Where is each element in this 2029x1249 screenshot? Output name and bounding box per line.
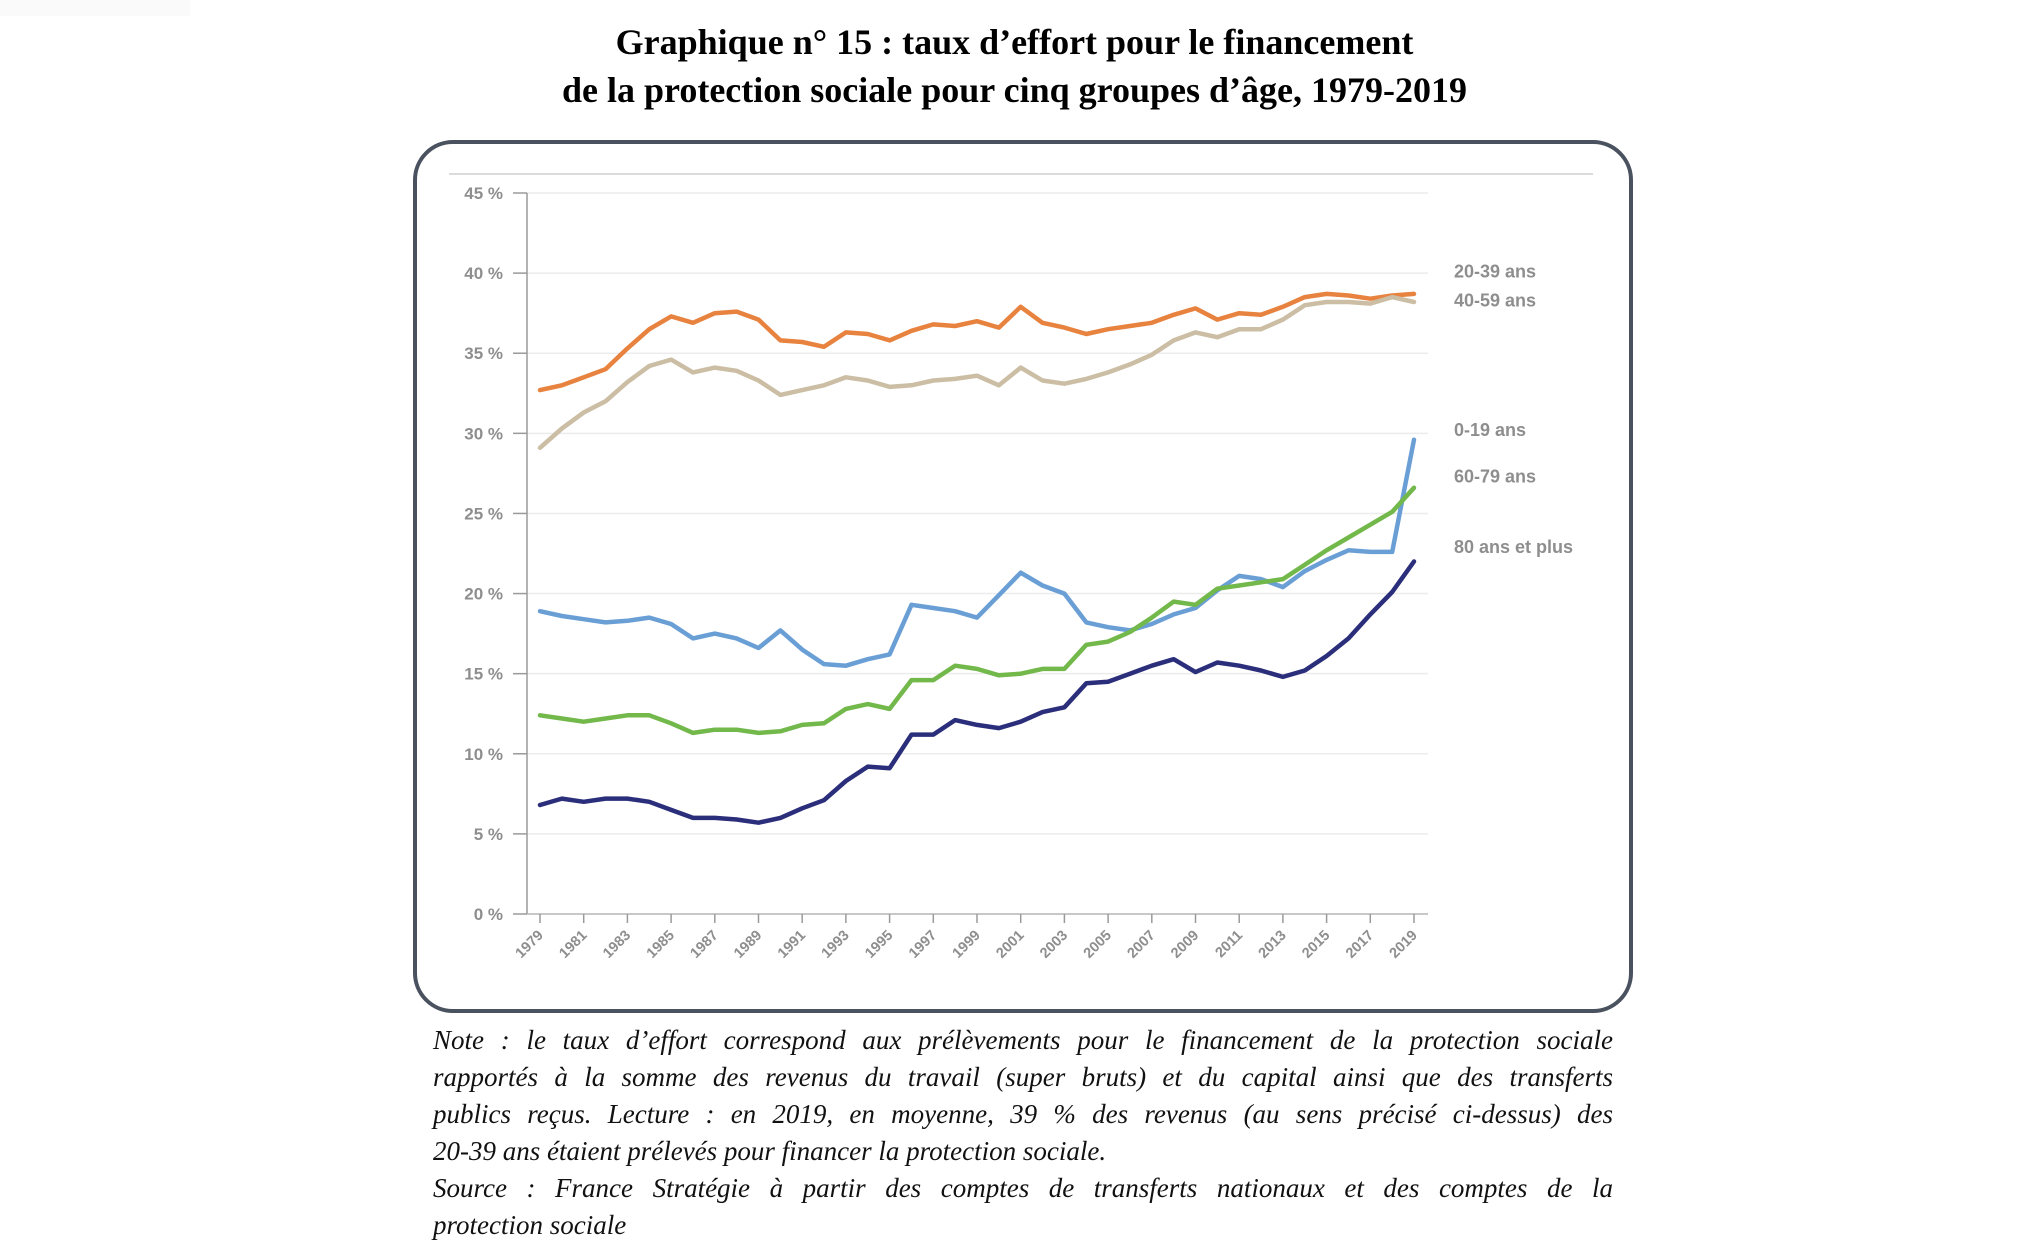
x-tick-label: 2015 xyxy=(1299,928,1333,962)
x-tick-label: 1981 xyxy=(556,928,590,962)
series-lines xyxy=(537,291,1417,825)
y-tick-label: 35 % xyxy=(464,344,503,363)
x-tick-label: 2019 xyxy=(1387,928,1421,962)
series-label: 80 ans et plus xyxy=(1454,537,1573,557)
chart-note: Note : le taux d’effort correspond aux p… xyxy=(433,1022,1613,1244)
y-tick-label: 30 % xyxy=(464,424,503,443)
x-tick-label: 1999 xyxy=(950,928,984,962)
x-tick-label: 1987 xyxy=(687,928,721,962)
x-tick-label: 1997 xyxy=(906,928,940,962)
x-tick-label: 2001 xyxy=(993,928,1027,962)
y-tick-label: 45 % xyxy=(464,184,503,203)
gridlines xyxy=(527,192,1428,835)
note-line: rapportés à la somme des revenus du trav… xyxy=(433,1062,1613,1092)
x-tick-label: 2003 xyxy=(1037,928,1071,962)
x-tick-label: 1983 xyxy=(600,928,634,962)
series-label: 20-39 ans xyxy=(1454,262,1536,282)
x-tick-label: 2009 xyxy=(1168,928,1202,962)
series-label: 0-19 ans xyxy=(1454,420,1526,440)
note-line: 20-39 ans étaient prélevés pour financer… xyxy=(433,1136,1107,1166)
series-line-60-79-ans xyxy=(537,485,1417,736)
y-tick-label: 20 % xyxy=(464,585,503,604)
x-axis-ticks: 1979 1981 1983 1985 1987 1989 1991 1993 1995 1997… xyxy=(513,914,1421,962)
y-tick-label: 40 % xyxy=(464,264,503,283)
y-tick-label: 0 % xyxy=(474,905,503,924)
series-line-0-19-ans xyxy=(537,437,1417,668)
x-tick-label: 2013 xyxy=(1256,928,1290,962)
x-tick-label: 1993 xyxy=(819,928,853,962)
x-tick-label: 1995 xyxy=(862,928,896,962)
series-label: 40-59 ans xyxy=(1454,290,1536,310)
x-tick-label: 2011 xyxy=(1212,928,1246,962)
x-tick-label: 1985 xyxy=(644,928,678,962)
y-tick-label: 25 % xyxy=(464,504,503,523)
chart-title-line-2: de la protection sociale pour cinq group… xyxy=(561,70,1467,110)
x-tick-label: 1989 xyxy=(731,928,765,962)
x-tick-label: 2005 xyxy=(1081,928,1115,962)
note-line: Note : le taux d’effort correspond aux p… xyxy=(433,1025,1613,1055)
series-labels: 20-39 ans 40-59 ans 0-19 ans 60-79 ans 80 an… xyxy=(1454,262,1573,558)
series-line-20-39-ans xyxy=(537,291,1417,393)
x-tick-label: 1979 xyxy=(513,928,547,962)
series-line-80-ans-et-plus xyxy=(537,559,1417,825)
x-tick-label: 2007 xyxy=(1124,928,1158,962)
y-tick-label: 5 % xyxy=(474,825,503,844)
source-line: protection sociale xyxy=(433,1210,627,1240)
chart-title-line-1: Graphique n° 15 : taux d’effort pour le … xyxy=(615,22,1414,62)
y-axis-ticks: 0 % 5 % 10 % 15 % 20 % 25 % 30 % 35 % 40 % 45 % xyxy=(464,184,527,924)
series-line-40-59-ans xyxy=(537,294,1417,451)
x-tick-label: 2017 xyxy=(1343,928,1377,962)
scan-artifact xyxy=(0,0,190,16)
series-label: 60-79 ans xyxy=(1454,467,1536,487)
x-tick-label: 1991 xyxy=(775,928,809,962)
y-tick-label: 10 % xyxy=(464,745,503,764)
y-tick-label: 15 % xyxy=(464,665,503,684)
source-line: Source : France Stratégie à partir des c… xyxy=(433,1173,1613,1203)
note-line: publics reçus. Lecture : en 2019, en moy… xyxy=(433,1099,1613,1129)
